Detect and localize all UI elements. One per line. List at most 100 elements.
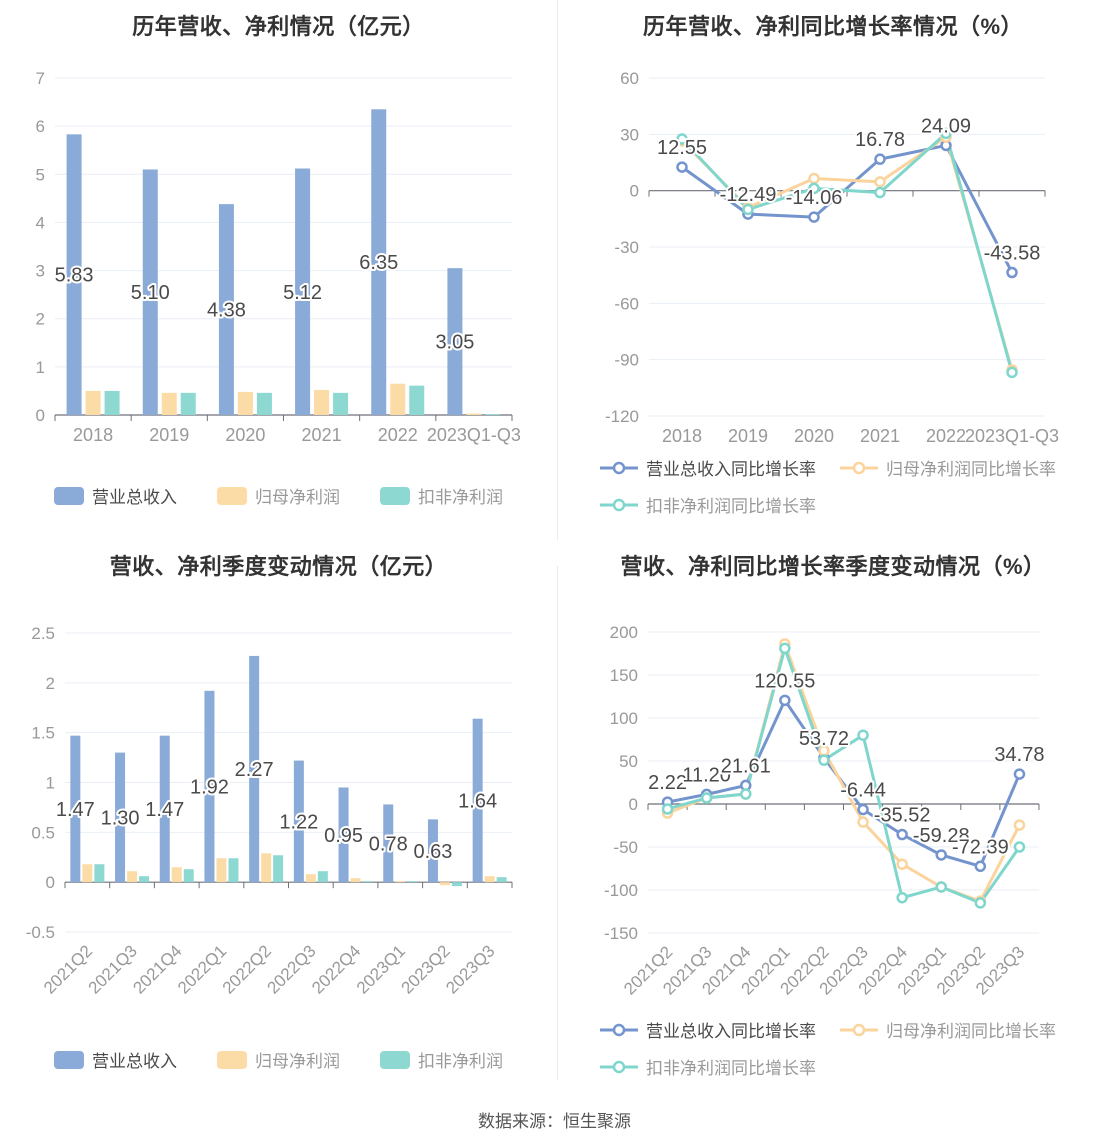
svg-text:2021Q2: 2021Q2 [40, 941, 96, 997]
svg-text:2021Q3: 2021Q3 [85, 941, 141, 997]
svg-text:34.78: 34.78 [994, 744, 1044, 766]
chart-title-annual-bars: 历年营收、净利情况（亿元） [132, 14, 425, 39]
svg-text:6.35: 6.35 [359, 252, 398, 274]
svg-text:-72.39: -72.39 [952, 836, 1009, 858]
legend-item-quarterly-growth-0[interactable]: 营业总收入同比增长率 [600, 1017, 816, 1042]
panel-annual-growth: 历年营收、净利同比增长率情况（%） 60 30 0 -30 -60 -90 -120 2018… [557, 0, 1109, 540]
svg-text:0: 0 [629, 795, 638, 814]
legend-label: 扣非净利润同比增长率 [646, 1059, 816, 1078]
legend-label: 扣非净利润 [418, 488, 503, 507]
svg-text:1.64: 1.64 [458, 790, 497, 812]
legend-label: 扣非净利润同比增长率 [646, 497, 816, 516]
legend-item-annual-growth-0[interactable]: 营业总收入同比增长率 [600, 455, 816, 480]
svg-text:11.20: 11.20 [682, 764, 731, 786]
legend-line-marker [600, 1060, 638, 1073]
chart-title-quarterly-bars: 营收、净利季度变动情况（亿元） [109, 554, 448, 579]
legend-label: 归母净利润 [255, 488, 340, 507]
svg-text:4.38: 4.38 [207, 300, 246, 322]
legend-item-annual-growth-1[interactable]: 归母净利润同比增长率 [840, 455, 1056, 480]
annual-growth-series-1 [680, 134, 1014, 371]
svg-text:-30: -30 [614, 238, 639, 257]
annual-growth-series-2 [680, 130, 1014, 373]
svg-text:3: 3 [36, 262, 45, 281]
svg-text:0.63: 0.63 [413, 841, 452, 863]
svg-text:2018: 2018 [73, 425, 113, 445]
svg-text:2021: 2021 [302, 425, 342, 445]
svg-text:1.30: 1.30 [101, 807, 140, 829]
svg-text:-59.28: -59.28 [913, 825, 970, 847]
svg-text:2.22: 2.22 [648, 772, 687, 794]
svg-text:150: 150 [610, 666, 638, 685]
legend-swatch [380, 486, 410, 505]
legend-item-quarterly-bars-1[interactable]: 归母净利润 [217, 1047, 340, 1072]
svg-text:0.95: 0.95 [324, 825, 363, 847]
svg-text:-120: -120 [605, 407, 639, 426]
vertical-divider-top [557, 0, 558, 540]
legend-swatch [217, 1050, 247, 1069]
svg-text:5.12: 5.12 [283, 282, 322, 304]
legend-item-quarterly-growth-1[interactable]: 归母净利润同比增长率 [840, 1017, 1056, 1042]
charts-grid: 历年营收、净利情况（亿元） 7 6 5 4 3 2 1 0 2018 2019 2020 2021 20… [0, 0, 1109, 1079]
svg-text:5.83: 5.83 [55, 265, 94, 287]
svg-text:1: 1 [36, 358, 45, 377]
legend-swatch [54, 1050, 84, 1069]
legend-item-quarterly-growth-2[interactable]: 扣非净利润同比增长率 [600, 1054, 816, 1079]
svg-text:50: 50 [619, 752, 638, 771]
legend-item-quarterly-bars-2[interactable]: 扣非净利润 [380, 1047, 503, 1072]
svg-text:2023Q2: 2023Q2 [398, 941, 454, 997]
quarterly-growth-series-2 [667, 643, 1021, 905]
annual-growth-line-chart: 60 30 0 -30 -60 -90 -120 2018 2019 2020 2021 202220… [605, 69, 1059, 446]
quarterly-growth-line-chart: 200150100500-50-100-1502021Q22021Q32021Q… [604, 623, 1047, 999]
quarterly-revenue-profit-bar-chart: 2.5 2 1.5 1 0.5 0 -0.52021Q22021Q32021Q42022Q1… [26, 624, 513, 998]
svg-text:-60: -60 [614, 294, 639, 313]
legend-annual-bars: 营业总收入 归母净利润 扣非净利润 [0, 483, 557, 508]
svg-text:12.55: 12.55 [657, 137, 707, 159]
svg-text:2018: 2018 [662, 426, 702, 446]
svg-text:21.61: 21.61 [721, 755, 771, 777]
annual-bars-series-0 [66, 109, 463, 416]
svg-text:0.5: 0.5 [31, 823, 55, 842]
legend-item-quarterly-bars-0[interactable]: 营业总收入 [54, 1047, 177, 1072]
legend-line-marker [840, 1023, 878, 1036]
quarterly-bars-series-0 [70, 655, 483, 883]
legend-line-marker [840, 461, 878, 474]
legend-item-annual-growth-2[interactable]: 扣非净利润同比增长率 [600, 492, 816, 517]
svg-text:2019: 2019 [728, 426, 768, 446]
svg-text:0: 0 [36, 406, 45, 425]
svg-text:5.10: 5.10 [131, 282, 170, 304]
legend-item-annual-bars-1[interactable]: 归母净利润 [217, 483, 340, 508]
annual-growth-series-0 [681, 143, 1014, 274]
legend-label: 扣非净利润 [418, 1052, 503, 1071]
svg-text:0: 0 [630, 182, 639, 201]
legend-line-marker [600, 1023, 638, 1036]
svg-text:4: 4 [36, 213, 45, 232]
svg-text:1.47: 1.47 [56, 799, 95, 821]
legend-item-annual-bars-2[interactable]: 扣非净利润 [380, 483, 503, 508]
legend-label: 归母净利润 [255, 1052, 340, 1071]
svg-text:5: 5 [36, 165, 45, 184]
svg-text:2023Q3: 2023Q3 [442, 941, 498, 997]
svg-text:2020: 2020 [225, 425, 265, 445]
svg-text:2: 2 [46, 674, 55, 693]
data-source-text: 数据来源：恒生聚源 [478, 1112, 631, 1131]
svg-text:2022Q1: 2022Q1 [174, 941, 230, 997]
svg-text:1.47: 1.47 [145, 799, 184, 821]
legend-quarterly-bars: 营业总收入 归母净利润 扣非净利润 [0, 1047, 557, 1072]
svg-text:0: 0 [46, 873, 55, 892]
svg-text:1: 1 [46, 774, 55, 793]
svg-text:7: 7 [36, 69, 45, 88]
svg-text:1.5: 1.5 [31, 724, 55, 743]
svg-text:6: 6 [36, 117, 45, 136]
legend-item-annual-bars-0[interactable]: 营业总收入 [54, 483, 177, 508]
svg-text:-43.58: -43.58 [984, 243, 1041, 265]
annual-bars-series-1 [85, 383, 482, 415]
svg-text:3.05: 3.05 [435, 332, 474, 354]
svg-text:-150: -150 [604, 924, 638, 943]
svg-text:1.22: 1.22 [279, 811, 318, 833]
svg-text:16.78: 16.78 [855, 129, 905, 151]
legend-annual-growth: 营业总收入同比增长率 归母净利润同比增长率扣非净利润同比增长率 [600, 455, 1066, 517]
svg-text:2019: 2019 [149, 425, 189, 445]
svg-text:2: 2 [36, 310, 45, 329]
vertical-divider-bottom [557, 566, 558, 1080]
svg-text:2022Q2: 2022Q2 [219, 941, 275, 997]
